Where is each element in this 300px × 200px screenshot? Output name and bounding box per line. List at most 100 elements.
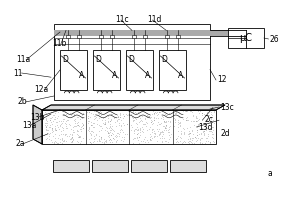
Point (63, 132, 68, 135)
Point (106, 132, 110, 135)
Point (117, 115, 122, 118)
Point (201, 133, 206, 136)
Point (80, 113, 84, 116)
Point (53, 128, 58, 131)
Point (155, 124, 160, 127)
Text: 13a: 13a (22, 120, 37, 130)
Point (178, 123, 183, 127)
Point (167, 111, 172, 114)
Point (157, 132, 162, 135)
Point (212, 109, 217, 113)
Point (160, 125, 165, 128)
Point (90, 112, 95, 115)
Point (119, 118, 124, 121)
Point (144, 121, 149, 124)
Point (99, 138, 103, 141)
Point (89, 137, 94, 140)
Point (194, 120, 198, 123)
Point (115, 118, 120, 122)
Point (176, 122, 181, 125)
Point (191, 136, 196, 140)
Point (52, 127, 57, 130)
Point (202, 112, 206, 115)
Point (194, 120, 199, 123)
Point (55, 141, 60, 144)
Point (64, 127, 69, 130)
Point (62, 139, 67, 142)
Point (163, 126, 168, 129)
Point (160, 140, 165, 144)
Point (58, 123, 62, 126)
Point (73, 121, 78, 124)
Point (131, 109, 136, 113)
Point (118, 114, 122, 117)
Point (69, 113, 74, 116)
Text: D: D (161, 55, 167, 64)
Point (98, 114, 103, 117)
Point (167, 131, 171, 134)
Point (102, 128, 107, 132)
Point (113, 120, 118, 123)
Point (116, 131, 120, 134)
Point (44, 128, 49, 131)
Point (137, 113, 142, 116)
Point (164, 124, 169, 127)
Point (209, 114, 214, 117)
Point (98, 113, 103, 116)
Point (76, 135, 81, 138)
Point (70, 132, 74, 135)
Point (168, 124, 173, 127)
Point (207, 121, 212, 124)
Point (164, 121, 168, 124)
Point (86, 129, 91, 133)
Point (75, 129, 80, 132)
Point (152, 118, 157, 122)
Point (91, 134, 96, 137)
Point (144, 125, 149, 128)
Point (47, 125, 52, 129)
Point (162, 120, 167, 123)
Point (205, 119, 209, 122)
Point (177, 121, 182, 124)
Point (70, 128, 75, 131)
Point (194, 136, 199, 139)
Point (89, 111, 94, 115)
Point (75, 129, 80, 132)
Point (190, 129, 195, 132)
Point (75, 124, 80, 127)
Point (103, 139, 108, 142)
Point (68, 112, 72, 116)
Point (86, 138, 91, 141)
Point (105, 131, 110, 134)
Point (86, 125, 91, 128)
Point (52, 118, 56, 121)
Point (103, 125, 108, 128)
Point (205, 111, 210, 114)
Point (135, 132, 140, 135)
Point (146, 114, 151, 117)
Point (188, 132, 193, 135)
Point (132, 128, 137, 131)
Point (138, 117, 143, 120)
Point (77, 124, 82, 127)
Point (85, 116, 90, 119)
Point (80, 127, 85, 130)
Point (134, 122, 138, 125)
Point (203, 136, 208, 139)
Point (179, 133, 184, 136)
Point (120, 117, 125, 120)
Point (85, 119, 90, 122)
Point (198, 136, 203, 140)
Point (113, 124, 118, 127)
Point (150, 127, 154, 131)
Point (200, 130, 205, 133)
Point (49, 120, 53, 123)
Text: 2c: 2c (204, 116, 213, 124)
Point (50, 129, 55, 132)
Point (47, 116, 52, 119)
Point (59, 129, 64, 133)
Point (176, 130, 180, 133)
Point (68, 137, 73, 140)
Point (106, 138, 111, 141)
Point (197, 140, 202, 144)
